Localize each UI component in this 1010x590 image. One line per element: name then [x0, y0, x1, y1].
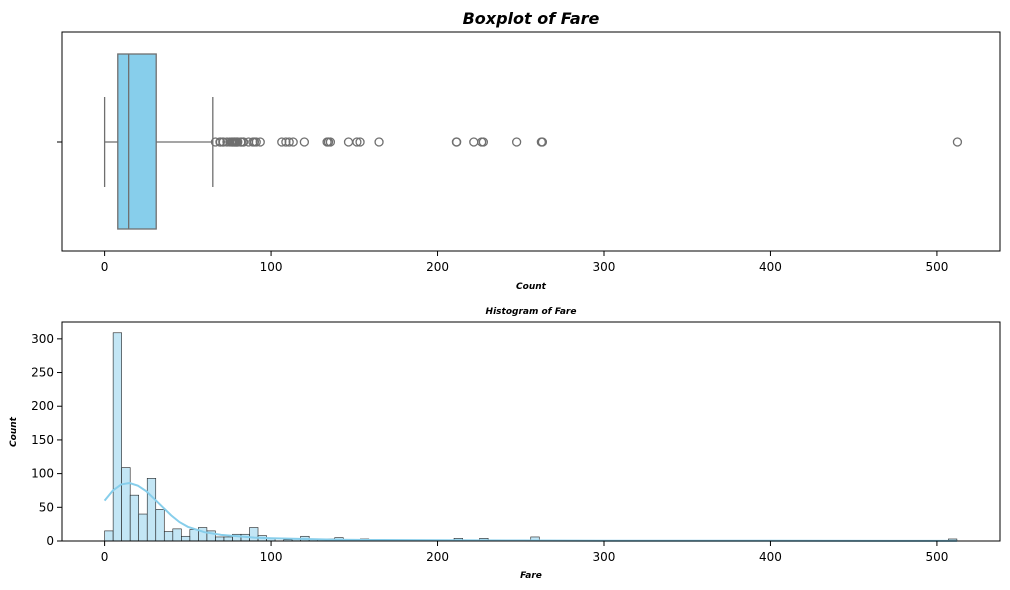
histogram-bar [215, 536, 225, 542]
histogram-bar [155, 509, 165, 542]
boxplot-outlier [952, 137, 963, 147]
boxplot-outlier [478, 137, 489, 147]
histogram-bar [249, 527, 259, 542]
histogram-x-tick-label: 300 [593, 550, 616, 564]
boxplot-outlier [284, 137, 294, 147]
histogram-frame [61, 321, 1001, 542]
boxplot-outlier [355, 137, 365, 147]
histogram-y-ticks: 0 50 100 150 200 250 300 [31, 332, 62, 548]
boxplot-x-tick-label: 400 [759, 260, 782, 274]
histogram-y-tick-label: 300 [31, 332, 54, 346]
histogram-kde-line [103, 481, 957, 542]
histogram-bar [121, 467, 131, 542]
boxplot-outlier [255, 137, 265, 147]
histogram-x-tick-label: 200 [426, 550, 449, 564]
boxplot-x-tick-label: 100 [260, 260, 283, 274]
boxplot-outlier [233, 137, 243, 147]
histogram-y-tick-label: 250 [31, 366, 54, 380]
boxplot-x-tick-label: 300 [593, 260, 616, 274]
boxplot-x-axis-label: Count [516, 282, 547, 292]
histogram-x-tick-label: 500 [925, 550, 948, 564]
histogram-bar [112, 332, 122, 542]
boxplot-outlier [215, 137, 226, 147]
histogram-x-tick-label: 400 [759, 550, 782, 564]
histogram-x-ticks: 0 100 200 300 400 500 [101, 541, 948, 564]
boxplot-x-tick-label: 500 [925, 260, 948, 274]
boxplot-x-tick-label: 0 [101, 260, 109, 274]
histogram-title: Histogram of Fare [486, 307, 577, 317]
histogram-bars [104, 332, 958, 542]
histogram-y-tick-label: 150 [31, 433, 54, 447]
boxplot-outlier [251, 137, 261, 147]
boxplot-x-tick-label: 200 [426, 260, 449, 274]
histogram-y-tick-label: 200 [31, 399, 54, 413]
boxplot-outlier [452, 137, 462, 147]
boxplot-outlier [238, 137, 249, 147]
boxplot-outlier [343, 137, 354, 147]
histogram-y-tick-label: 0 [46, 534, 54, 548]
histogram-bar [129, 494, 140, 542]
boxplot-outlier [325, 137, 336, 147]
boxplot-outlier [281, 137, 291, 147]
histogram-bar [172, 528, 182, 542]
boxplot-box [117, 53, 157, 230]
histogram-y-axis-label: Count [9, 416, 19, 447]
histogram-bar [198, 527, 208, 542]
histogram-bar [104, 530, 114, 542]
boxplot-outlier [537, 137, 548, 147]
boxplot-outlier [374, 137, 384, 147]
histogram-bar [181, 535, 191, 542]
histogram-bar [189, 529, 199, 542]
histogram-bar [138, 513, 148, 542]
boxplot-marks [103, 53, 963, 230]
histogram-y-tick-label: 100 [31, 467, 54, 481]
boxplot-x-ticks: 0 100 200 300 400 500 [101, 251, 948, 274]
boxplot-outlier [511, 137, 522, 147]
boxplot-outlier [288, 137, 298, 147]
histogram-panel: Histogram of Fare 0 100 200 300 400 500 0 50 10… [9, 307, 1001, 581]
boxplot-panel: Boxplot of Fare 0 100 200 300 400 500 Count [57, 9, 1001, 292]
histogram-x-tick-label: 0 [101, 550, 109, 564]
histogram-x-tick-label: 100 [260, 550, 283, 564]
histogram-bar [223, 536, 233, 542]
boxplot-outlier [352, 137, 362, 147]
histogram-y-tick-label: 50 [39, 500, 54, 514]
histogram-x-axis-label: Fare [520, 571, 542, 581]
boxplot-outlier [299, 137, 310, 147]
histogram-bar [146, 478, 157, 542]
histogram-bar [163, 531, 174, 542]
boxplot-title: Boxplot of Fare [463, 9, 600, 28]
boxplot-outlier [469, 137, 479, 147]
